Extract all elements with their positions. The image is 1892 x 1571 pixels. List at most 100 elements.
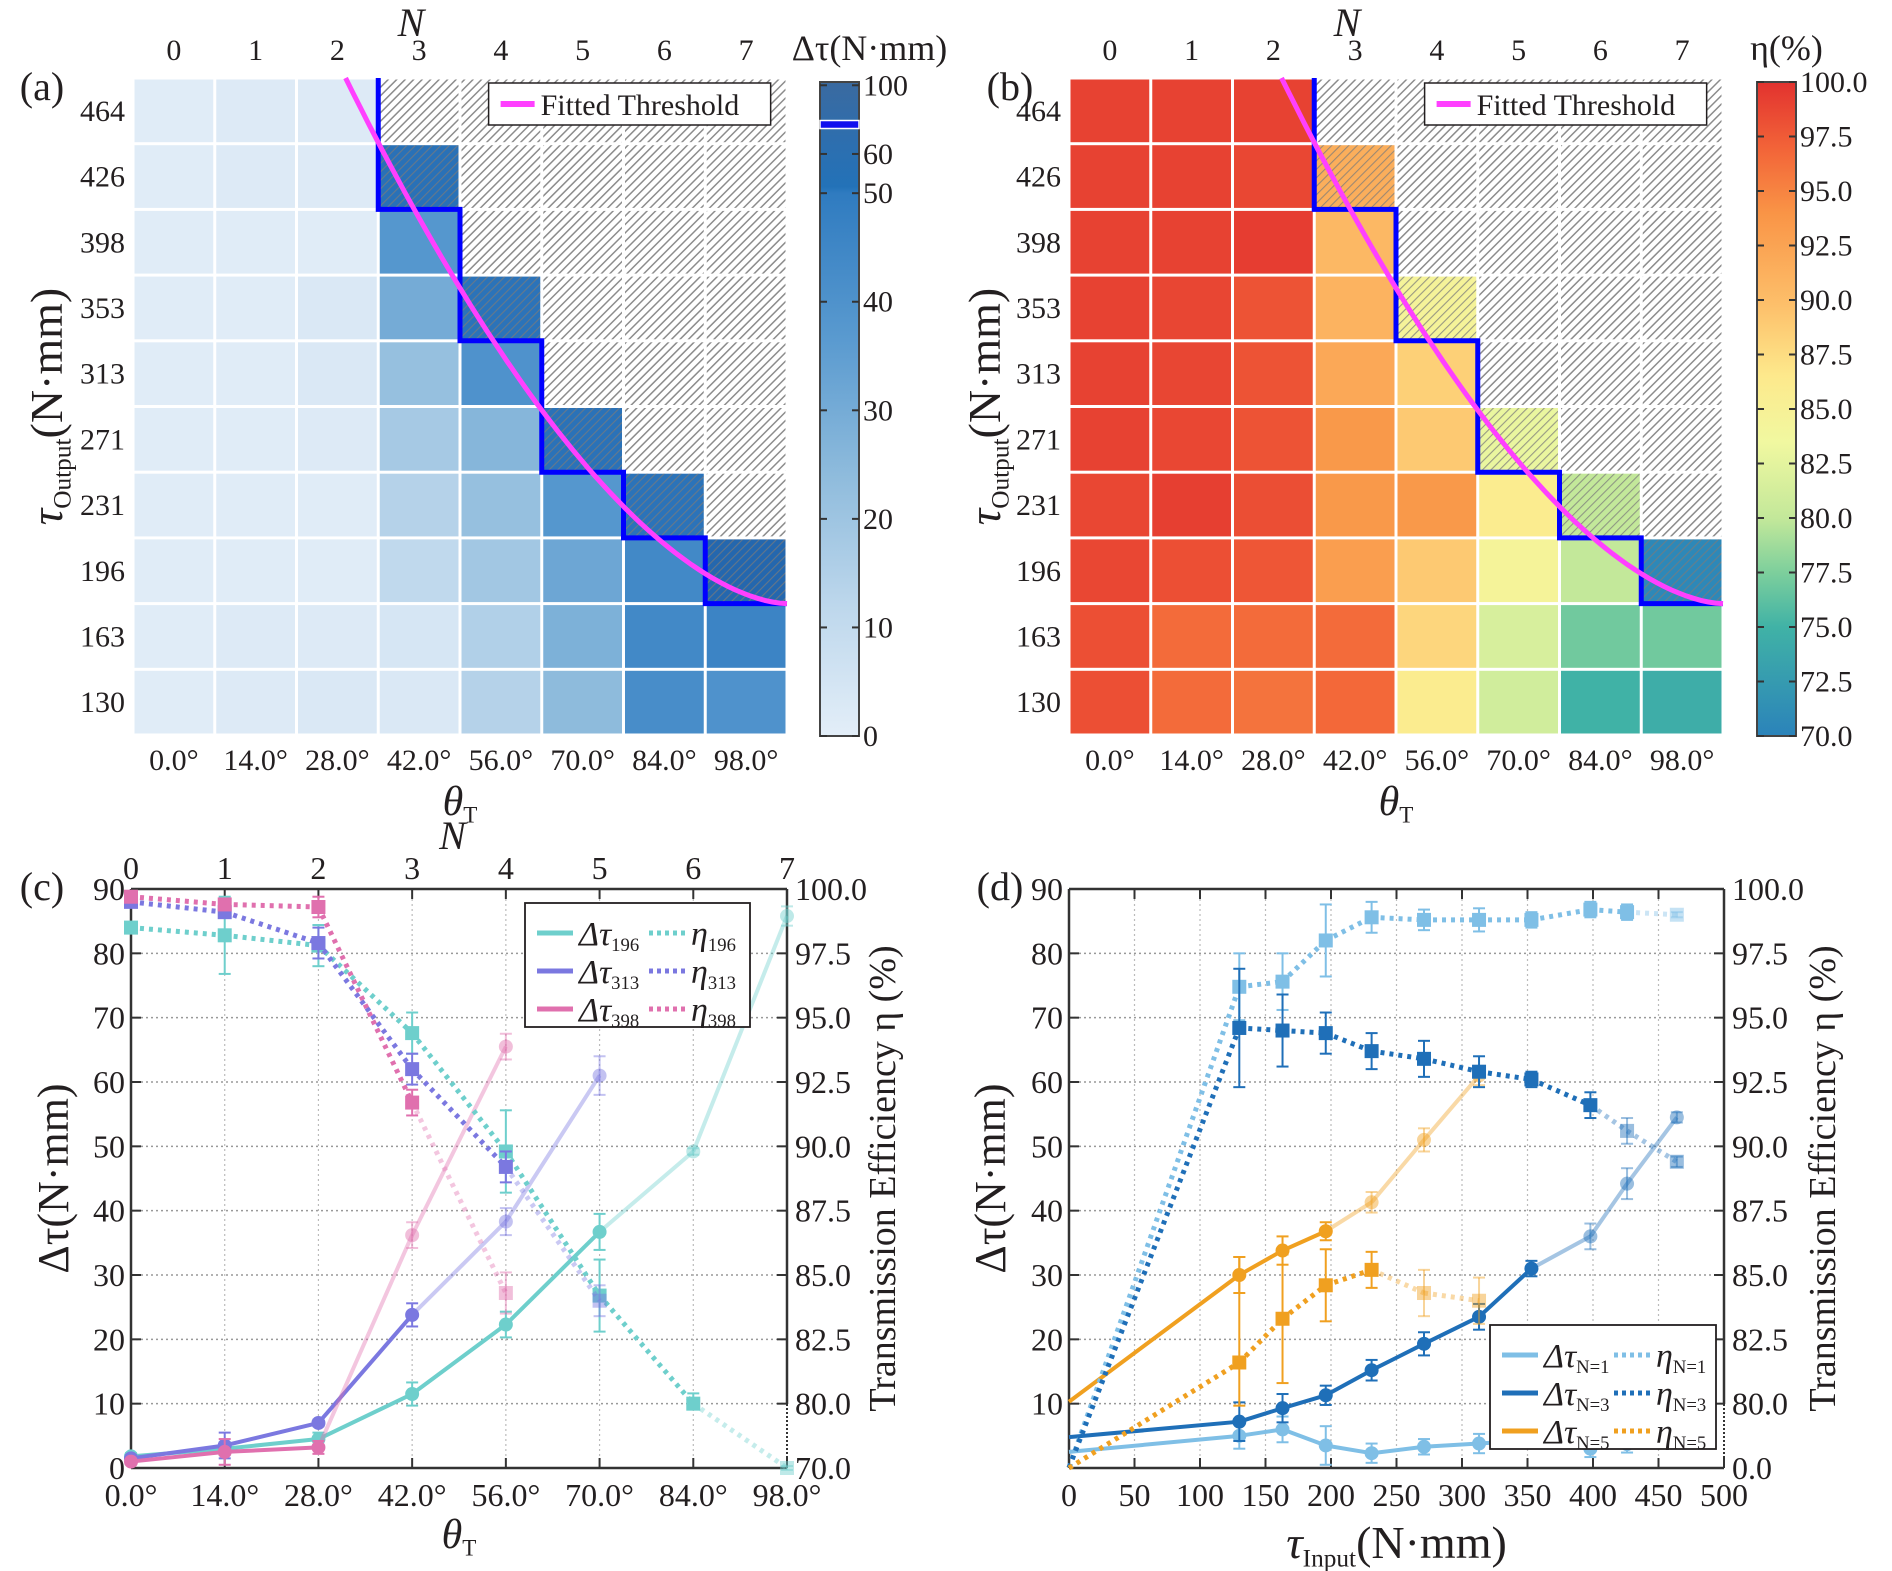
legend-label: Δτ398 [577, 992, 639, 1032]
heatmap-cell [1070, 605, 1150, 668]
hatched-cell [706, 210, 786, 274]
y-tick-label: 60 [93, 1064, 125, 1100]
heatmap-cell [1152, 670, 1231, 734]
hatched-cell [1642, 145, 1722, 208]
top-tick-label: 0 [166, 34, 181, 67]
y-tick-label: 80 [1031, 935, 1063, 971]
top-tick-label: 7 [779, 850, 795, 886]
legend-label: ηN=3 [1656, 1376, 1706, 1416]
data-point [1524, 912, 1539, 927]
series-ηN=1 [1066, 900, 1684, 1469]
legend-label: ηN=1 [1656, 1338, 1706, 1378]
legend-label: η398 [691, 992, 736, 1032]
heatmap-cell [216, 539, 295, 603]
colorbar-tick-label: 75.0 [1800, 611, 1853, 644]
series-line-segment [1478, 1069, 1532, 1082]
x-axis-label-unit: (N·mm) [1356, 1517, 1507, 1568]
heatmap-cell [1561, 605, 1640, 668]
series-line-segment [224, 901, 319, 910]
heatmap-cell [134, 408, 214, 471]
legend-label-symbol: η [691, 992, 708, 1029]
data-point [217, 928, 232, 943]
panel-c: (c)010203040506070809070.080.082.585.087… [20, 813, 904, 1561]
legend-box [524, 902, 751, 1028]
x-tick-label: 500 [1700, 1477, 1748, 1513]
heatmap-cell [1234, 79, 1313, 143]
y-tick-label: 20 [1031, 1321, 1063, 1357]
heatmap-cell [1397, 670, 1477, 734]
top-tick-label: 6 [685, 850, 701, 886]
y2-tick-label: 95.0 [1732, 1000, 1788, 1036]
colorbar-tick-label: 100.0 [1800, 66, 1868, 99]
top-axis-title: N [397, 0, 427, 45]
y-tick-label: 10 [1031, 1386, 1063, 1422]
y-tick-label: 353 [80, 292, 125, 325]
y-tick-label: 60 [1031, 1064, 1063, 1100]
hatched-cell [706, 145, 786, 208]
hatched-cell [1642, 342, 1722, 405]
data-point [1524, 1261, 1539, 1276]
legend-box [1489, 1324, 1717, 1450]
hatched-overlay [625, 473, 704, 537]
series-line-segment [224, 1445, 319, 1454]
data-point [405, 1095, 420, 1110]
top-axis-title: N [438, 813, 468, 858]
data-point [1318, 1224, 1333, 1239]
x-tick-label: 200 [1307, 1477, 1355, 1513]
hatched-cell [1479, 210, 1558, 274]
panel-label: (d) [977, 864, 1024, 909]
threshold-boundary [1311, 78, 1723, 607]
heatmap-cell [1234, 342, 1313, 405]
data-point [1669, 907, 1684, 922]
legend-label: Fitted Threshold [1477, 89, 1676, 122]
series-line-segment [1370, 1267, 1426, 1296]
colorbar-tick-label: 60 [863, 138, 893, 171]
series-line-segment [1324, 1200, 1373, 1233]
top-tick-label: 5 [592, 850, 608, 886]
y2-tick-label: 85.0 [1732, 1257, 1788, 1293]
data-point [592, 1293, 607, 1308]
hatched-cell [543, 276, 622, 340]
series-line-segment [224, 932, 319, 949]
x-axis-label: θT [1379, 779, 1414, 828]
heatmap-cell [1315, 276, 1395, 340]
top-tick-label: 6 [657, 34, 672, 67]
top-tick-label: 2 [1266, 34, 1281, 67]
heatmap-cell [379, 342, 459, 405]
legend-label: ΔτN=5 [1542, 1414, 1610, 1454]
heatmap-cell [216, 408, 295, 471]
heatmap-cell [298, 210, 377, 274]
heatmap-cell [1479, 670, 1558, 734]
top-tick-label: 4 [1429, 34, 1444, 67]
x-tick-label: 0.0° [105, 1477, 158, 1513]
hatched-cell [543, 210, 622, 274]
legend-label: ΔτN=3 [1542, 1376, 1610, 1416]
x-tick-label: 250 [1373, 1477, 1421, 1513]
x-tick-label: 70.0° [565, 1477, 634, 1513]
x-tick-label: 100 [1176, 1477, 1224, 1513]
hatched-cell [1479, 145, 1558, 208]
y2-tick-label: 92.5 [795, 1064, 851, 1100]
series-line-segment [410, 1322, 508, 1396]
heatmap-cell [1070, 145, 1150, 208]
colorbar-tick-label: 10 [863, 611, 893, 644]
hatched-cell [1479, 276, 1558, 340]
x-tick-label: 84.0° [1568, 744, 1633, 777]
top-tick-label: 1 [217, 850, 233, 886]
series-line-segment [316, 1234, 414, 1449]
series-line-segment [1530, 1234, 1592, 1271]
legend-label-symbol: Δτ [1542, 1338, 1578, 1375]
data-point [686, 1144, 701, 1159]
series-line-segment [1066, 985, 1242, 1469]
y-tick-label: 30 [93, 1257, 125, 1293]
colorbar-title: Δτ(N·mm) [792, 28, 948, 68]
heatmap-cell [1070, 539, 1150, 603]
hatched-cell [625, 210, 704, 274]
hatched-cell [625, 145, 704, 208]
heatmap-cell [134, 605, 214, 668]
x-axis-label: θT [443, 779, 478, 828]
fitted-threshold-curve [1279, 76, 1724, 607]
data-point [1364, 910, 1379, 925]
panel-a: (a) 0 1 2 3 4 5 6 7 N Fitted Threshold 464 426 398 353… [20, 0, 948, 828]
series-line-segment [1371, 1444, 1425, 1456]
